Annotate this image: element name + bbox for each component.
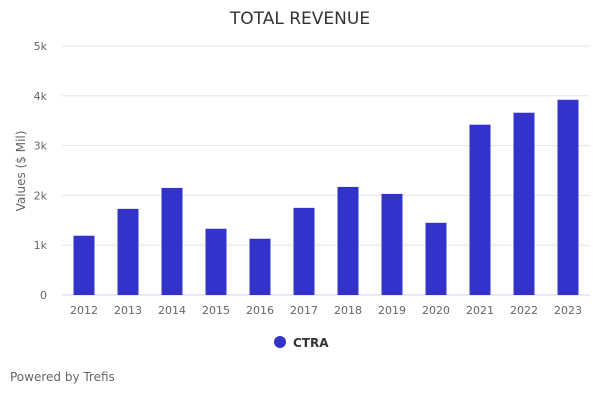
chart-title: TOTAL REVENUE [229,9,370,29]
x-tick-label: 2019 [378,304,406,317]
bar-2013[interactable] [117,208,139,295]
x-tick-label: 2018 [334,304,362,317]
y-tick-label: 0 [40,289,47,302]
x-tick-label: 2017 [290,304,318,317]
x-tick-label: 2021 [466,304,494,317]
x-tick-label: 2013 [114,304,142,317]
bar-2021[interactable] [469,124,491,296]
bar-2015[interactable] [205,228,227,295]
bar-2018[interactable] [337,186,359,295]
x-tick-label: 2016 [246,304,274,317]
y-tick-label: 2k [34,189,48,202]
legend-label-ctra: CTRA [293,336,329,350]
bar-2020[interactable] [425,222,447,295]
legend[interactable]: CTRA [274,336,329,350]
bar-2014[interactable] [161,187,183,295]
x-tick-label: 2014 [158,304,186,317]
powered-by-credit[interactable]: Powered by Trefis [10,370,115,384]
legend-marker-ctra [274,336,286,348]
bar-2016[interactable] [249,238,271,295]
bar-2022[interactable] [513,112,535,296]
bar-2012[interactable] [73,235,95,295]
y-tick-label: 1k [34,239,48,252]
x-tick-label: 2015 [202,304,230,317]
x-tick-label: 2022 [510,304,538,317]
x-tick-label: 2012 [70,304,98,317]
y-tick-label: 4k [34,90,48,103]
x-tick-label: 2023 [554,304,582,317]
bar-2019[interactable] [381,193,403,295]
y-tick-label: 3k [34,140,48,153]
y-axis-label: Values ($ Mil) [14,131,28,212]
bar-2023[interactable] [557,99,579,295]
bar-2017[interactable] [293,207,315,295]
y-tick-label: 5k [34,40,48,53]
x-tick-label: 2020 [422,304,450,317]
